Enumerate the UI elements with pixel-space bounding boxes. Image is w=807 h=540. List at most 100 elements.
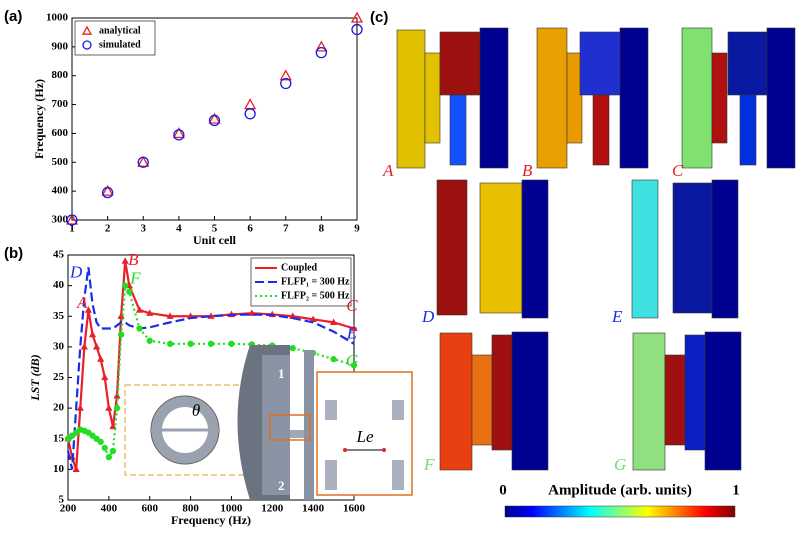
- snapshot-block: [631, 179, 659, 319]
- snapshot-block: [684, 334, 706, 451]
- marker: [101, 184, 114, 196]
- marker: [166, 340, 174, 347]
- marker: [65, 213, 79, 225]
- x-tick-label: 400: [101, 503, 118, 515]
- x-tick-label: 1000: [220, 503, 243, 515]
- marker: [73, 429, 80, 436]
- zoom-part: [325, 460, 337, 490]
- marker: [66, 214, 78, 226]
- marker: [351, 23, 363, 36]
- zoom-part: [392, 400, 404, 420]
- marker: [187, 340, 194, 347]
- x-tick-label: 800: [182, 503, 199, 515]
- marker: [244, 98, 257, 110]
- state-label: E: [611, 307, 623, 326]
- x-axis-label: Frequency (Hz): [171, 513, 251, 527]
- marker: [350, 324, 358, 332]
- marker: [117, 331, 125, 338]
- annotation: G: [346, 351, 358, 370]
- snapshot-block: [632, 332, 666, 471]
- state-label: B: [522, 161, 533, 180]
- panel-label: (a): [4, 8, 22, 25]
- snapshot-block: [711, 179, 739, 319]
- snapshot-block: [424, 52, 441, 144]
- state-label: A: [382, 161, 394, 180]
- snapshot-block: [566, 52, 583, 144]
- colorbar: [504, 505, 736, 518]
- state-label: F: [423, 455, 435, 474]
- y-axis-label: LST (dB): [28, 354, 42, 401]
- marker: [173, 129, 185, 141]
- legend-label: simulated: [99, 39, 141, 50]
- marker: [280, 77, 292, 90]
- zoom-part: [325, 400, 337, 420]
- device-plate: [304, 350, 314, 500]
- inset-label: 2: [278, 478, 285, 493]
- marker: [80, 343, 88, 350]
- marker: [166, 312, 174, 319]
- inset-label: 1: [278, 366, 285, 381]
- marker: [228, 340, 235, 347]
- marker: [208, 114, 221, 127]
- inset-label: θ: [192, 401, 200, 420]
- marker: [105, 404, 113, 411]
- marker: [64, 435, 72, 442]
- legend-label: Coupled: [281, 262, 318, 273]
- marker: [146, 337, 153, 344]
- marker: [248, 309, 256, 316]
- marker: [279, 69, 292, 81]
- y-tick-label: 30: [53, 340, 65, 352]
- y-tick-label: 300: [52, 214, 69, 226]
- marker: [315, 40, 328, 52]
- marker: [126, 288, 133, 295]
- y-tick-label: 15: [53, 432, 65, 444]
- x-tick-label: 3: [141, 223, 147, 235]
- snapshot-block: [619, 27, 649, 169]
- marker: [113, 392, 121, 399]
- y-tick-label: 400: [52, 185, 69, 197]
- marker: [93, 435, 100, 442]
- y-tick-label: 900: [52, 40, 69, 52]
- y-tick-label: 20: [53, 402, 65, 414]
- x-tick-label: 6: [247, 223, 253, 235]
- y-tick-label: 25: [53, 371, 65, 383]
- snapshot-block: [479, 27, 509, 169]
- series-line: [66, 267, 355, 470]
- snapshot-block: [396, 29, 426, 169]
- marker: [244, 108, 256, 120]
- panel-c: (c) 0 Amplitude (arb. units) 1 A B C D E F G: [370, 9, 796, 518]
- marker: [172, 127, 185, 139]
- marker: [350, 11, 364, 23]
- annotation: C: [346, 296, 358, 315]
- marker: [109, 447, 117, 455]
- x-tick-label: 2: [105, 223, 111, 235]
- x-tick-label: 8: [319, 223, 325, 235]
- marker: [117, 312, 125, 319]
- legend-label: FLFP₁ = 300 Hz: [281, 276, 350, 287]
- marker: [72, 465, 80, 473]
- state-label: C: [672, 161, 684, 180]
- x-tick-label: 1: [69, 223, 75, 235]
- device-plate: [262, 355, 290, 495]
- snapshot-block: [521, 179, 549, 319]
- marker: [109, 422, 117, 430]
- zoom-box: [269, 414, 311, 441]
- inset-label: Le: [356, 427, 374, 446]
- snapshot-block: [491, 334, 513, 451]
- snapshot-block: [579, 31, 621, 96]
- y-tick-label: 600: [52, 127, 69, 139]
- y-tick-label: 800: [52, 69, 69, 81]
- snapshot-block: [664, 354, 686, 446]
- marker: [88, 330, 97, 338]
- marker: [97, 438, 104, 445]
- marker: [121, 257, 129, 264]
- marker: [76, 404, 84, 411]
- snapshot-block: [766, 27, 796, 169]
- marker: [92, 343, 101, 350]
- legend-swatch: [81, 25, 93, 35]
- snapshot-block: [727, 31, 769, 96]
- x-tick-label: 4: [176, 223, 182, 235]
- y-tick-label: 1000: [46, 12, 69, 24]
- marker: [208, 112, 221, 124]
- colorbar-min: 0: [499, 482, 507, 498]
